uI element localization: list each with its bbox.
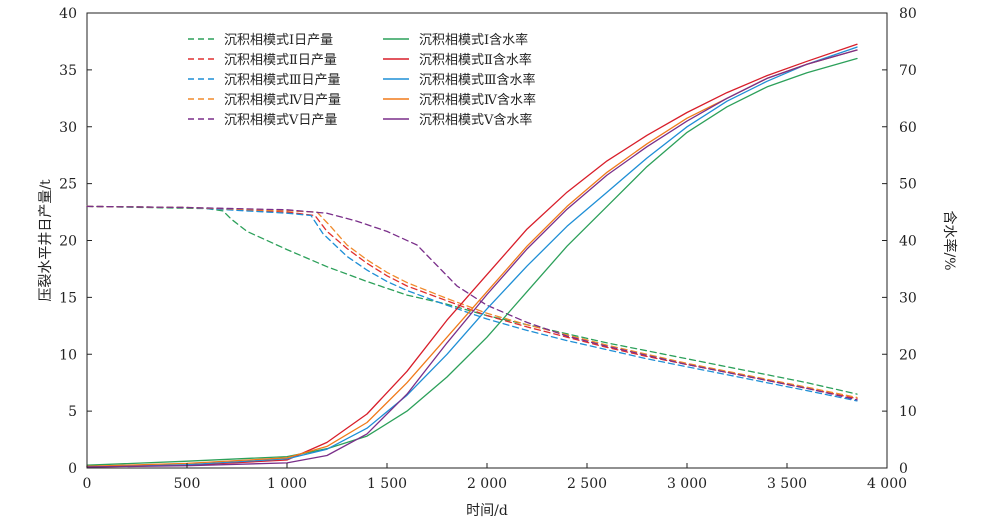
legend-label: 沉积相模式Ⅱ日产量 <box>224 53 337 68</box>
y-right-tick-label: 80 <box>899 6 917 22</box>
x-tick-label: 2 500 <box>567 476 607 492</box>
series-line-1 <box>86 205 858 395</box>
y-left-tick-label: 20 <box>59 234 77 250</box>
y-right-tick-label: 10 <box>899 404 917 420</box>
axes-layer: 0 500 1 000 1 500 2 000 2 500 3 000 3 500 4 0000… <box>59 6 917 492</box>
legend-label: 沉积相模式Ⅳ含水率 <box>419 92 536 108</box>
y-left-tick-label: 15 <box>59 290 77 306</box>
y-right-tick-label: 70 <box>899 63 917 79</box>
legend: 沉积相模式Ⅰ日产量沉积相模式Ⅱ日产量沉积相模式Ⅲ日产量沉积相模式Ⅳ日产量沉积相模… <box>188 32 536 128</box>
y-right-tick-label: 40 <box>899 234 917 250</box>
y-right-tick-label: 20 <box>899 347 917 363</box>
legend-label: 沉积相模式Ⅲ日产量 <box>224 73 341 88</box>
x-tick-label: 500 <box>174 476 201 492</box>
y-left-tick-label: 30 <box>59 120 77 136</box>
y-left-tick-label: 35 <box>59 63 77 79</box>
legend-label: 沉积相模式Ⅰ日产量 <box>224 33 333 48</box>
y-left-tick-label: 5 <box>68 404 77 420</box>
y-right-tick-label: 60 <box>899 120 917 136</box>
y-right-axis-title: 含水率/% <box>941 210 958 270</box>
series-line-6 <box>86 57 858 466</box>
y-right-tick-label: 0 <box>899 461 908 477</box>
y-left-tick-label: 25 <box>59 177 77 193</box>
series-line-3 <box>86 205 858 402</box>
series-line-8 <box>86 46 858 468</box>
x-tick-label: 1 500 <box>367 476 407 492</box>
y-left-tick-label: 40 <box>59 6 77 22</box>
legend-label: 沉积相模式Ⅴ日产量 <box>224 113 337 128</box>
legend-label: 沉积相模式Ⅰ含水率 <box>419 32 528 48</box>
legend-label: 沉积相模式Ⅲ含水率 <box>419 72 536 88</box>
legend-label: 沉积相模式Ⅴ含水率 <box>419 112 532 128</box>
y-right-tick-label: 30 <box>899 290 917 306</box>
series-line-10 <box>86 49 858 468</box>
series-layer <box>86 43 858 468</box>
y-left-tick-label: 10 <box>59 347 77 363</box>
y-left-axis-title: 压裂水平井日产量/t <box>38 179 54 302</box>
series-line-7 <box>86 43 858 468</box>
x-tick-label: 4 000 <box>867 476 907 492</box>
series-line-4 <box>86 205 858 399</box>
y-left-tick-label: 0 <box>68 461 77 477</box>
x-tick-label: 2 000 <box>467 476 507 492</box>
x-tick-label: 3 000 <box>667 476 707 492</box>
legend-label: 沉积相模式Ⅳ日产量 <box>224 93 341 108</box>
series-line-5 <box>86 205 858 401</box>
x-tick-label: 0 <box>83 476 92 492</box>
x-tick-label: 3 500 <box>767 476 807 492</box>
x-tick-label: 1 000 <box>267 476 307 492</box>
legend-label: 沉积相模式Ⅱ含水率 <box>419 52 532 68</box>
x-axis-title: 时间/d <box>466 503 508 519</box>
y-right-tick-label: 50 <box>899 177 917 193</box>
